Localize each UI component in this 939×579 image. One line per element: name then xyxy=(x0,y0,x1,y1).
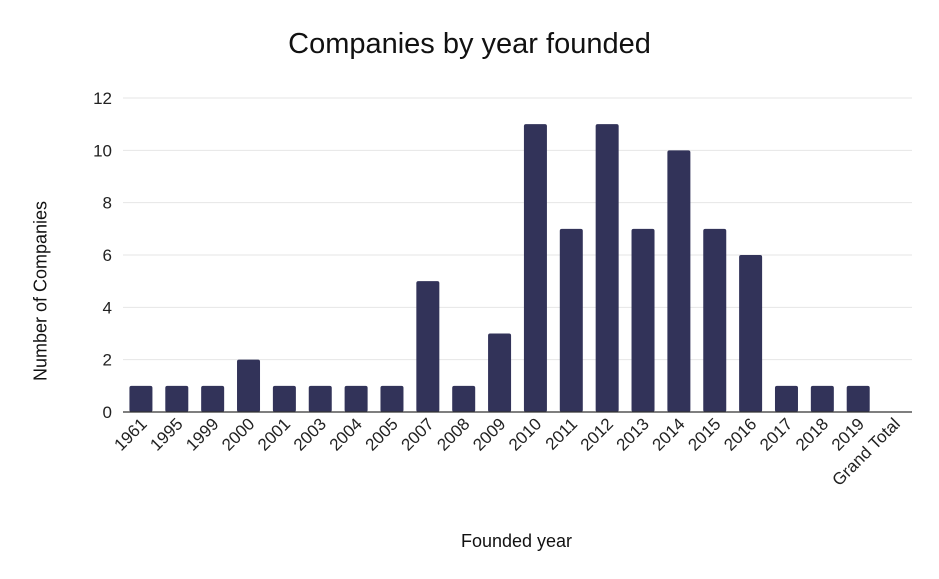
x-tick-label: 2003 xyxy=(290,414,330,454)
bar-2005 xyxy=(380,385,404,412)
bar-2019 xyxy=(846,385,870,412)
chart-title: Companies by year founded xyxy=(288,28,651,60)
bar-1995 xyxy=(165,385,189,412)
y-tick-label: 0 xyxy=(103,403,112,422)
y-tick-label: 8 xyxy=(103,194,112,213)
x-tick-label: 2012 xyxy=(577,414,617,454)
y-axis-label: Number of Companies xyxy=(30,200,51,382)
y-tick-label: 6 xyxy=(103,246,112,265)
x-tick-label: 2017 xyxy=(756,414,796,454)
x-tick-label: 2011 xyxy=(542,414,581,453)
bars xyxy=(129,124,870,413)
y-tick-label: 2 xyxy=(103,351,112,370)
bar-2018 xyxy=(810,385,834,412)
bar-2004 xyxy=(344,385,368,412)
x-tick-label: 2018 xyxy=(792,414,832,454)
bar-2001 xyxy=(272,385,296,412)
bar-2003 xyxy=(308,385,332,412)
x-tick-label: 2005 xyxy=(362,414,402,454)
x-axis-label: Founded year xyxy=(460,531,573,551)
bar-2017 xyxy=(774,385,798,412)
bar-1999 xyxy=(201,385,225,412)
y-tick-label: 10 xyxy=(93,141,112,160)
x-tick-label: 2016 xyxy=(720,414,760,454)
bar-1961 xyxy=(129,385,153,412)
bar-2013 xyxy=(631,228,655,412)
y-tick-label: 4 xyxy=(103,298,112,317)
bar-2011 xyxy=(559,228,583,412)
x-tick-label: 2010 xyxy=(505,414,545,454)
y-axis-ticks: 0 2 4 6 8 10 12 xyxy=(93,89,112,422)
x-tick-label: 2007 xyxy=(397,414,437,454)
bar-2012 xyxy=(595,124,619,413)
x-tick-label: 2000 xyxy=(218,414,258,454)
x-tick-label: 1995 xyxy=(146,414,186,454)
x-tick-label: 2013 xyxy=(613,414,653,454)
x-tick-label: 2001 xyxy=(254,414,294,454)
bar-2015 xyxy=(703,228,727,412)
bar-2014 xyxy=(667,150,691,413)
y-tick-label: 12 xyxy=(93,89,112,108)
bar-2009 xyxy=(488,333,512,412)
x-tick-label: 2014 xyxy=(649,414,689,454)
x-tick-label: 2009 xyxy=(469,414,509,454)
bar-2000 xyxy=(237,359,261,412)
x-axis-ticks: 1961199519992000200120032004200520072008… xyxy=(111,414,904,489)
bar-2010 xyxy=(523,124,547,413)
x-tick-label: 1999 xyxy=(182,414,222,454)
x-tick-label: 2008 xyxy=(433,414,473,454)
x-tick-label: 2004 xyxy=(326,414,366,454)
x-tick-label: 1961 xyxy=(111,414,151,454)
bar-2016 xyxy=(739,255,763,412)
gridlines xyxy=(123,97,912,361)
bar-2007 xyxy=(416,281,440,412)
bar-2008 xyxy=(452,385,476,412)
x-tick-label: 2015 xyxy=(684,414,724,454)
